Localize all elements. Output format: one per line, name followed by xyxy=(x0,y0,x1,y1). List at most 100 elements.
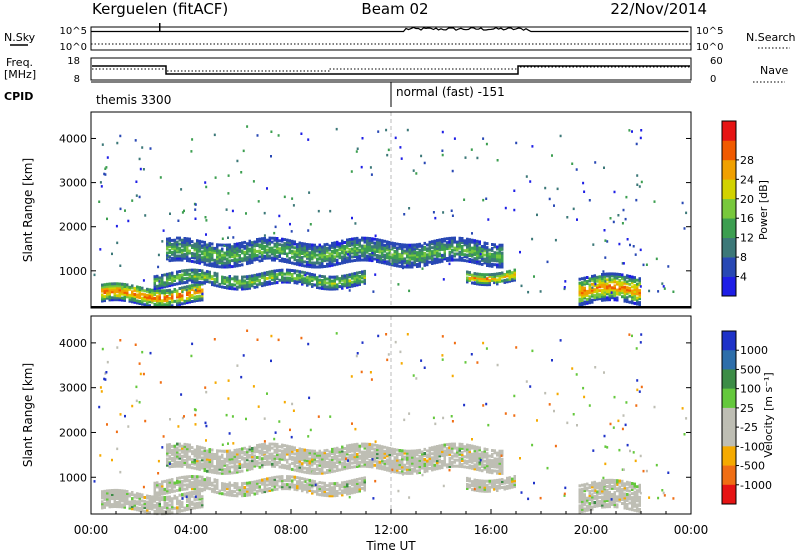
power-cell xyxy=(131,284,134,288)
power-cell xyxy=(616,288,619,292)
power-cell xyxy=(193,268,196,272)
power-cell xyxy=(598,277,601,281)
power-cell xyxy=(398,243,401,246)
velocity-cell xyxy=(196,449,199,453)
power-cell xyxy=(246,246,249,250)
power-cell xyxy=(198,243,201,247)
velocity-cell xyxy=(253,454,256,458)
velocity-cell xyxy=(181,446,184,450)
power-cell xyxy=(271,281,274,285)
power-cell xyxy=(358,254,361,258)
velocity-cell xyxy=(273,477,276,481)
power-cell xyxy=(108,290,111,294)
power-cell xyxy=(616,296,619,300)
velocity-cell xyxy=(408,471,411,475)
velocity-cell xyxy=(281,481,284,485)
velocity-cell xyxy=(466,479,469,482)
power-cell xyxy=(373,257,376,261)
velocity-cell xyxy=(138,500,141,504)
velocity-cell xyxy=(173,506,176,510)
velocity-cell xyxy=(306,457,309,460)
velocity-cell xyxy=(311,463,314,467)
velocity-cell xyxy=(361,486,364,490)
velocity-cell xyxy=(343,465,346,469)
velocity-cell xyxy=(233,459,236,462)
velocity-cell xyxy=(311,491,314,495)
velocity-cell xyxy=(363,442,366,446)
power-cell xyxy=(318,255,321,259)
velocity-cell xyxy=(411,467,414,471)
power-cell xyxy=(631,279,634,283)
velocity-cell xyxy=(408,453,411,457)
power-cell xyxy=(336,260,339,264)
power-cell xyxy=(191,256,194,259)
power-cell xyxy=(303,248,306,252)
velocity-cell xyxy=(188,507,191,511)
power-cell xyxy=(633,278,636,282)
velocity-cell xyxy=(168,488,171,492)
velocity-cell xyxy=(308,457,311,461)
power-cell xyxy=(261,247,264,251)
velocity-cell xyxy=(418,450,421,454)
power-cell xyxy=(621,222,624,225)
velocity-cell xyxy=(403,457,406,461)
velocity-cell xyxy=(286,464,289,468)
power-cell xyxy=(223,265,226,269)
velocity-cell xyxy=(328,452,331,456)
power-cell xyxy=(198,239,201,243)
velocity-cell xyxy=(216,484,219,488)
velocity-cell xyxy=(261,449,264,453)
velocity-cell xyxy=(191,502,194,506)
velocity-cell xyxy=(411,457,414,461)
velocity-cell xyxy=(208,481,211,485)
power-cell xyxy=(211,256,214,260)
power-cell xyxy=(208,280,211,284)
power-cell xyxy=(191,254,194,257)
velocity-cell xyxy=(208,452,211,456)
power-cell xyxy=(296,269,299,273)
power-cell xyxy=(623,291,626,295)
power-cell xyxy=(433,257,436,261)
velocity-cell xyxy=(186,508,189,511)
power-cell xyxy=(351,237,354,241)
velocity-cell xyxy=(211,454,214,458)
power-cell xyxy=(161,301,164,305)
power-cell xyxy=(228,278,231,282)
velocity-cell xyxy=(228,465,231,469)
power-cell xyxy=(274,225,277,229)
velocity-cell xyxy=(233,461,236,464)
velocity-cell xyxy=(426,461,429,465)
power-cell xyxy=(198,290,201,294)
power-cell xyxy=(613,294,616,298)
velocity-cell xyxy=(301,464,304,468)
power-cell xyxy=(631,299,634,303)
power-cell xyxy=(176,244,179,248)
power-cell xyxy=(331,281,334,285)
power-cell xyxy=(400,157,403,160)
velocity-cell xyxy=(141,499,144,503)
power-cell xyxy=(341,284,344,288)
power-cell xyxy=(313,253,316,257)
power-cell xyxy=(443,251,446,255)
power-cell xyxy=(316,282,319,286)
power-cell xyxy=(603,278,606,282)
velocity-cell xyxy=(223,463,226,467)
velocity-cell xyxy=(226,471,229,475)
velocity-cell xyxy=(203,465,206,469)
power-cell xyxy=(353,253,356,257)
power-cell xyxy=(241,283,244,287)
velocity-cell xyxy=(481,459,484,463)
velocity-cell xyxy=(358,460,361,464)
power-cell xyxy=(441,149,444,152)
velocity-cell xyxy=(171,465,174,468)
velocity-cell xyxy=(281,479,284,483)
power-cell xyxy=(394,136,397,140)
power-cell xyxy=(603,274,606,278)
power-cell xyxy=(163,285,166,289)
power-cell xyxy=(448,238,451,242)
power-cell xyxy=(211,283,214,287)
power-cell xyxy=(296,277,299,281)
power-cell xyxy=(201,281,204,285)
velocity-cell xyxy=(431,460,434,464)
power-cell xyxy=(453,254,456,258)
